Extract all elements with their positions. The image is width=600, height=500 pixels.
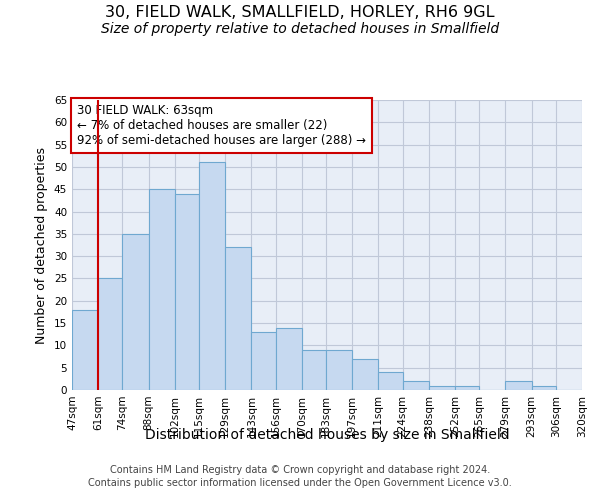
Bar [455, 386, 479, 390]
Bar [251, 332, 275, 390]
Text: Size of property relative to detached houses in Smallfield: Size of property relative to detached ho… [101, 22, 499, 36]
Bar [403, 381, 429, 390]
Bar [302, 350, 326, 390]
Bar [98, 278, 122, 390]
Bar [532, 386, 556, 390]
Bar [149, 189, 175, 390]
Bar [505, 381, 532, 390]
Bar [122, 234, 149, 390]
Bar [326, 350, 352, 390]
Bar [175, 194, 199, 390]
Bar [429, 386, 455, 390]
Text: Distribution of detached houses by size in Smallfield: Distribution of detached houses by size … [145, 428, 509, 442]
Bar [275, 328, 302, 390]
Text: Contains public sector information licensed under the Open Government Licence v3: Contains public sector information licen… [88, 478, 512, 488]
Text: 30, FIELD WALK, SMALLFIELD, HORLEY, RH6 9GL: 30, FIELD WALK, SMALLFIELD, HORLEY, RH6 … [105, 5, 495, 20]
Bar [225, 247, 251, 390]
Text: 30 FIELD WALK: 63sqm
← 7% of detached houses are smaller (22)
92% of semi-detach: 30 FIELD WALK: 63sqm ← 7% of detached ho… [77, 104, 366, 148]
Bar [199, 162, 225, 390]
Y-axis label: Number of detached properties: Number of detached properties [35, 146, 49, 344]
Text: Contains HM Land Registry data © Crown copyright and database right 2024.: Contains HM Land Registry data © Crown c… [110, 465, 490, 475]
Bar [352, 359, 379, 390]
Bar [72, 310, 98, 390]
Bar [379, 372, 403, 390]
